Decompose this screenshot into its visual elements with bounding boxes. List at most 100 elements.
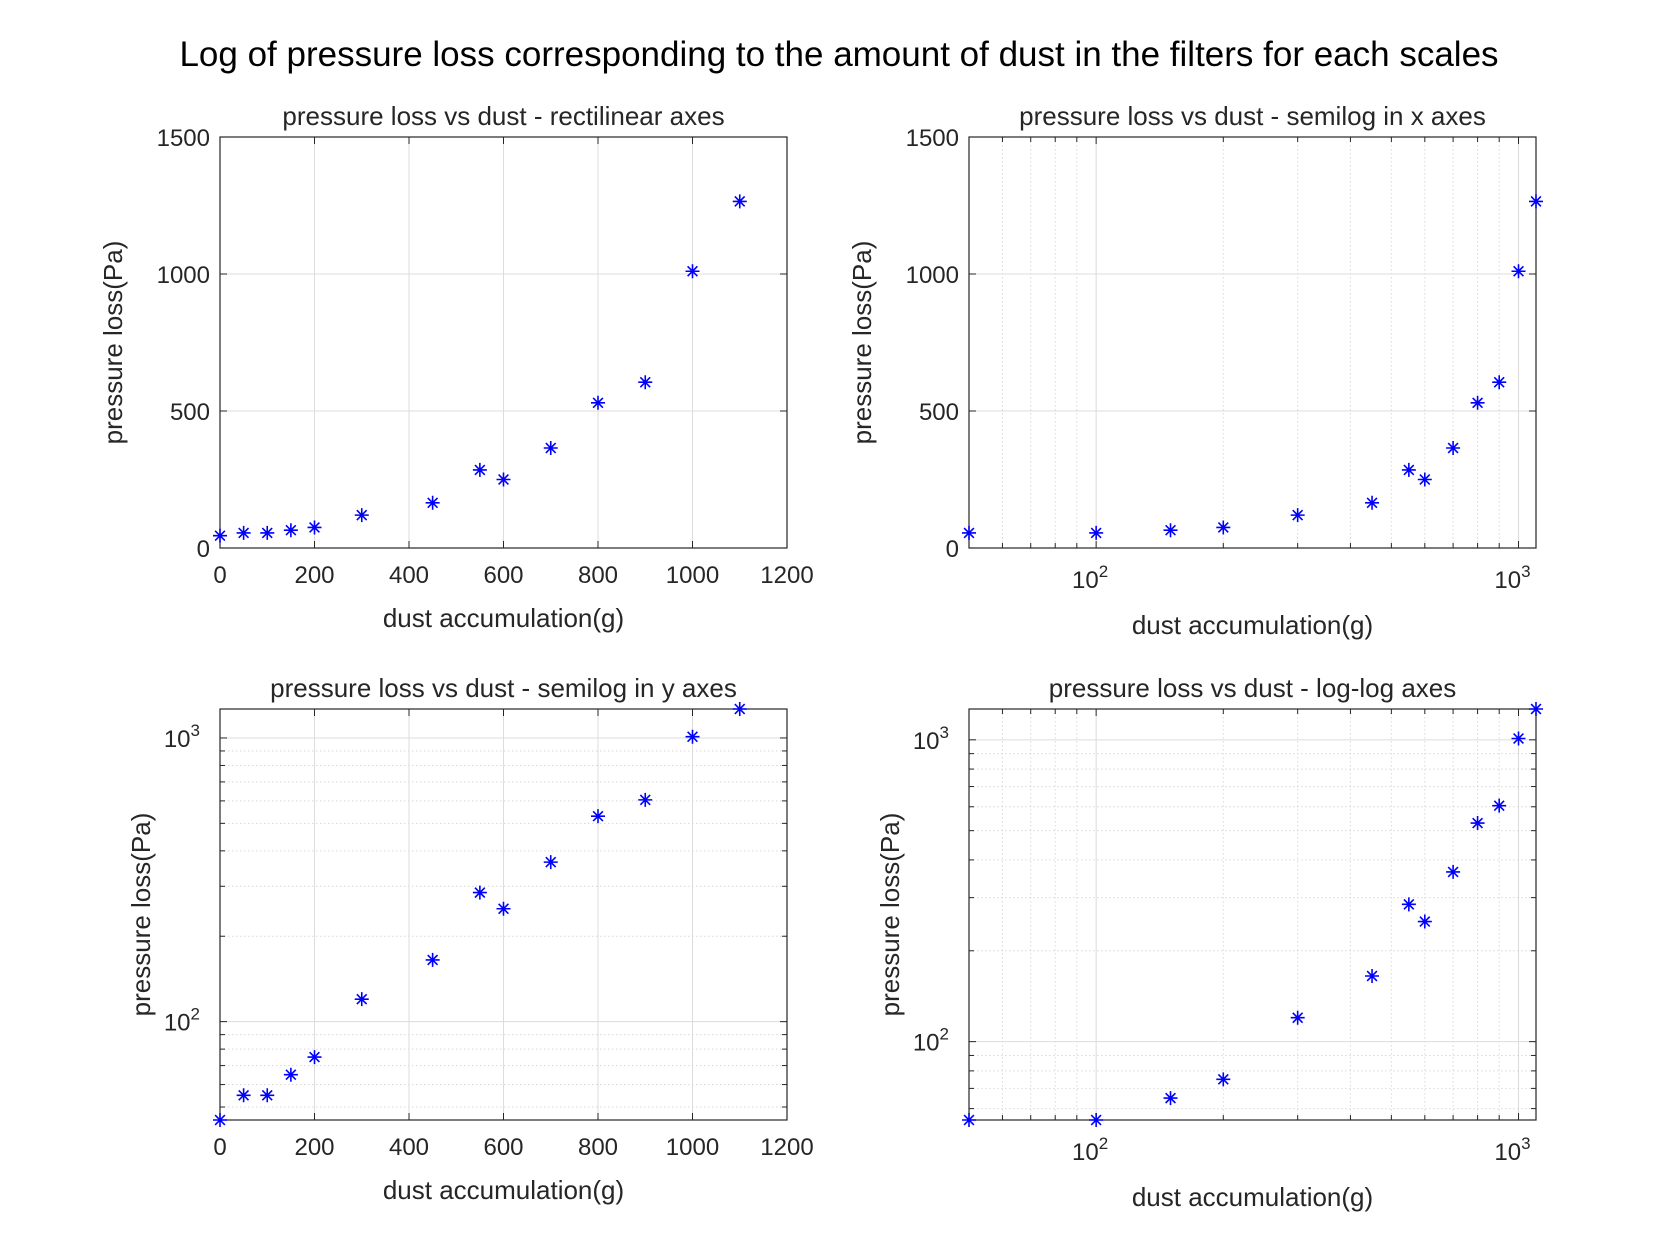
x-axis-label: dust accumulation(g) [1132,610,1373,640]
data-point [1446,864,1461,879]
data-point [1529,702,1543,716]
y-axis-label: pressure loss(Pa) [126,813,156,1017]
data-point [1492,798,1507,813]
data-point [1365,968,1380,983]
data-point [425,495,440,510]
data-point [1511,731,1526,746]
y-tick-label: 1500 [906,125,959,152]
data-point [496,901,511,916]
x-tick-label: 800 [578,562,618,589]
y-tick-label: 0 [197,536,210,563]
x-tick-label: 102 [1072,562,1108,594]
data-point [1365,495,1380,510]
y-tick-label: 103 [164,721,200,753]
x-tick-label: 200 [294,562,334,589]
data-point [962,525,976,540]
data-point [1163,1091,1178,1106]
axes-box [968,708,1537,1121]
subplot-1: 0 200 400 600 800 1000 1200 0 500 1000 1500 pressur… [98,101,814,633]
data-point [591,395,605,410]
data-point [354,508,369,523]
x-tick-label: 800 [578,1134,618,1161]
x-tick-label: 0 [213,1134,226,1161]
x-axis-label: dust accumulation(g) [1132,1182,1373,1212]
x-tick-label: 200 [294,1134,334,1161]
y-axis-label: pressure loss(Pa) [875,813,905,1017]
data-point [685,264,700,279]
x-tick-label: 0 [213,562,226,589]
data-point [472,462,487,477]
x-tick-label: 103 [1494,562,1530,594]
data-point [283,1067,298,1082]
data-point [543,440,558,455]
y-tick-label: 102 [913,1025,949,1057]
data-point [962,1113,976,1127]
data-point [260,525,275,540]
y-axis-label: pressure loss(Pa) [98,241,128,445]
data-point [1417,472,1432,487]
subplot-3: 0 200 400 600 800 1000 1200 102 103 pressure loss… [126,673,814,1205]
data-point [543,855,558,870]
data-point [354,992,369,1007]
y-tick-label: 0 [946,536,959,563]
data-point [283,523,298,538]
data-point [496,472,511,487]
data-point [307,520,322,535]
subplot-title: pressure loss vs dust - semilog in x axe… [1019,101,1486,131]
data-point [685,729,700,744]
y-tick-label: 102 [164,1005,200,1037]
axes-box [219,136,788,549]
axes-box [219,708,788,1121]
y-tick-label: 1500 [157,125,210,152]
data-point [1089,1113,1104,1127]
x-tick-label: 1200 [760,1134,813,1161]
data-point [1290,1010,1305,1025]
data-point [1290,508,1305,523]
y-axis-label: pressure loss(Pa) [847,241,877,445]
data-point [1470,816,1485,831]
figure-title: Log of pressure loss corresponding to th… [179,35,1499,74]
y-tick-label: 1000 [906,262,959,289]
subplot-title: pressure loss vs dust - rectilinear axes [282,101,724,131]
y-tick-label: 500 [919,399,959,426]
axes-box [968,136,1537,549]
y-tick-label: 103 [913,723,949,755]
data-point [1216,1072,1231,1087]
data-point [236,1088,251,1103]
data-point [1417,914,1432,929]
data-point [1529,194,1543,209]
x-tick-label: 1000 [666,1134,719,1161]
x-tick-label: 1000 [666,562,719,589]
subplot-title: pressure loss vs dust - log-log axes [1049,673,1457,703]
data-point [638,792,653,807]
data-point [638,375,653,390]
subplot-4: 102 103 102 103 pressure loss vs dust - log-… [875,673,1543,1212]
x-tick-label: 400 [389,562,429,589]
data-point [1401,897,1416,912]
x-tick-label: 103 [1494,1134,1530,1166]
data-point [591,809,605,824]
data-point [1401,462,1416,477]
data-point [213,528,227,543]
y-tick-label: 500 [170,399,210,426]
data-point [236,525,251,540]
data-point [1470,395,1485,410]
data-point [260,1088,275,1103]
data-point [1216,520,1231,535]
data-point [732,702,747,716]
y-tick-label: 1000 [157,262,210,289]
data-point [213,1113,227,1127]
data-point [425,952,440,967]
x-axis-label: dust accumulation(g) [383,603,624,633]
data-point [1446,440,1461,455]
x-tick-label: 400 [389,1134,429,1161]
data-point [472,885,487,900]
data-point [1511,264,1526,279]
x-tick-label: 102 [1072,1134,1108,1166]
data-point [1163,523,1178,538]
x-tick-label: 1200 [760,562,813,589]
subplot-title: pressure loss vs dust - semilog in y axe… [270,673,737,703]
data-point [307,1050,322,1065]
x-tick-label: 600 [483,562,523,589]
